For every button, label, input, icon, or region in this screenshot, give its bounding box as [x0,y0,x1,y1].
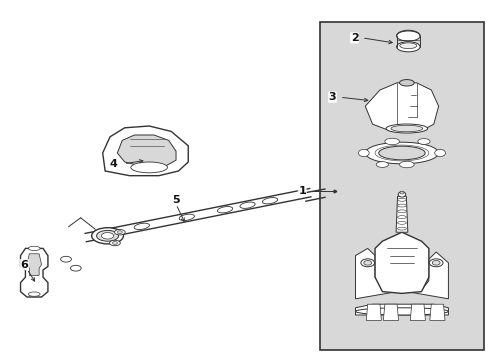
Ellipse shape [217,207,232,213]
Ellipse shape [397,210,406,213]
Ellipse shape [114,230,125,235]
Ellipse shape [355,308,447,315]
Ellipse shape [384,138,399,145]
Ellipse shape [240,202,255,208]
Polygon shape [366,304,381,320]
Ellipse shape [363,261,371,265]
Ellipse shape [428,259,442,267]
Ellipse shape [109,240,120,246]
Ellipse shape [397,192,405,197]
Ellipse shape [130,162,167,173]
Text: 4: 4 [110,159,118,169]
Text: 2: 2 [350,33,358,43]
Ellipse shape [397,216,406,219]
Ellipse shape [397,221,406,224]
Polygon shape [27,254,41,275]
Polygon shape [365,83,438,131]
Ellipse shape [397,198,406,201]
Ellipse shape [92,228,123,244]
Ellipse shape [70,265,81,271]
Ellipse shape [358,149,368,157]
Ellipse shape [96,230,118,241]
Ellipse shape [396,42,419,52]
Ellipse shape [262,198,277,204]
Ellipse shape [179,214,194,221]
Polygon shape [374,232,428,293]
Ellipse shape [102,233,113,239]
Text: 5: 5 [172,195,180,205]
Ellipse shape [397,204,406,207]
Polygon shape [20,248,48,297]
Polygon shape [409,304,425,320]
Text: 6: 6 [20,260,28,270]
Ellipse shape [365,142,438,164]
Ellipse shape [399,43,416,49]
Ellipse shape [360,259,374,267]
Ellipse shape [112,242,117,244]
Ellipse shape [375,162,387,167]
Ellipse shape [134,223,149,230]
Ellipse shape [61,256,71,262]
Ellipse shape [397,227,406,230]
Polygon shape [117,135,176,166]
Ellipse shape [399,191,403,194]
Ellipse shape [390,125,422,132]
FancyBboxPatch shape [320,22,483,350]
Polygon shape [395,196,407,232]
Ellipse shape [28,292,40,296]
Polygon shape [406,252,447,299]
Ellipse shape [28,246,40,251]
Ellipse shape [378,146,424,160]
Ellipse shape [396,31,419,41]
Ellipse shape [417,139,429,144]
Ellipse shape [431,261,439,265]
Polygon shape [383,304,398,320]
Polygon shape [355,248,396,299]
Ellipse shape [434,149,445,157]
Ellipse shape [399,161,413,168]
Polygon shape [429,304,444,320]
Polygon shape [102,126,188,176]
Ellipse shape [117,231,122,234]
Text: 3: 3 [328,92,336,102]
Ellipse shape [386,124,427,133]
Text: 1: 1 [298,186,305,196]
Ellipse shape [399,80,413,86]
Polygon shape [355,304,447,315]
